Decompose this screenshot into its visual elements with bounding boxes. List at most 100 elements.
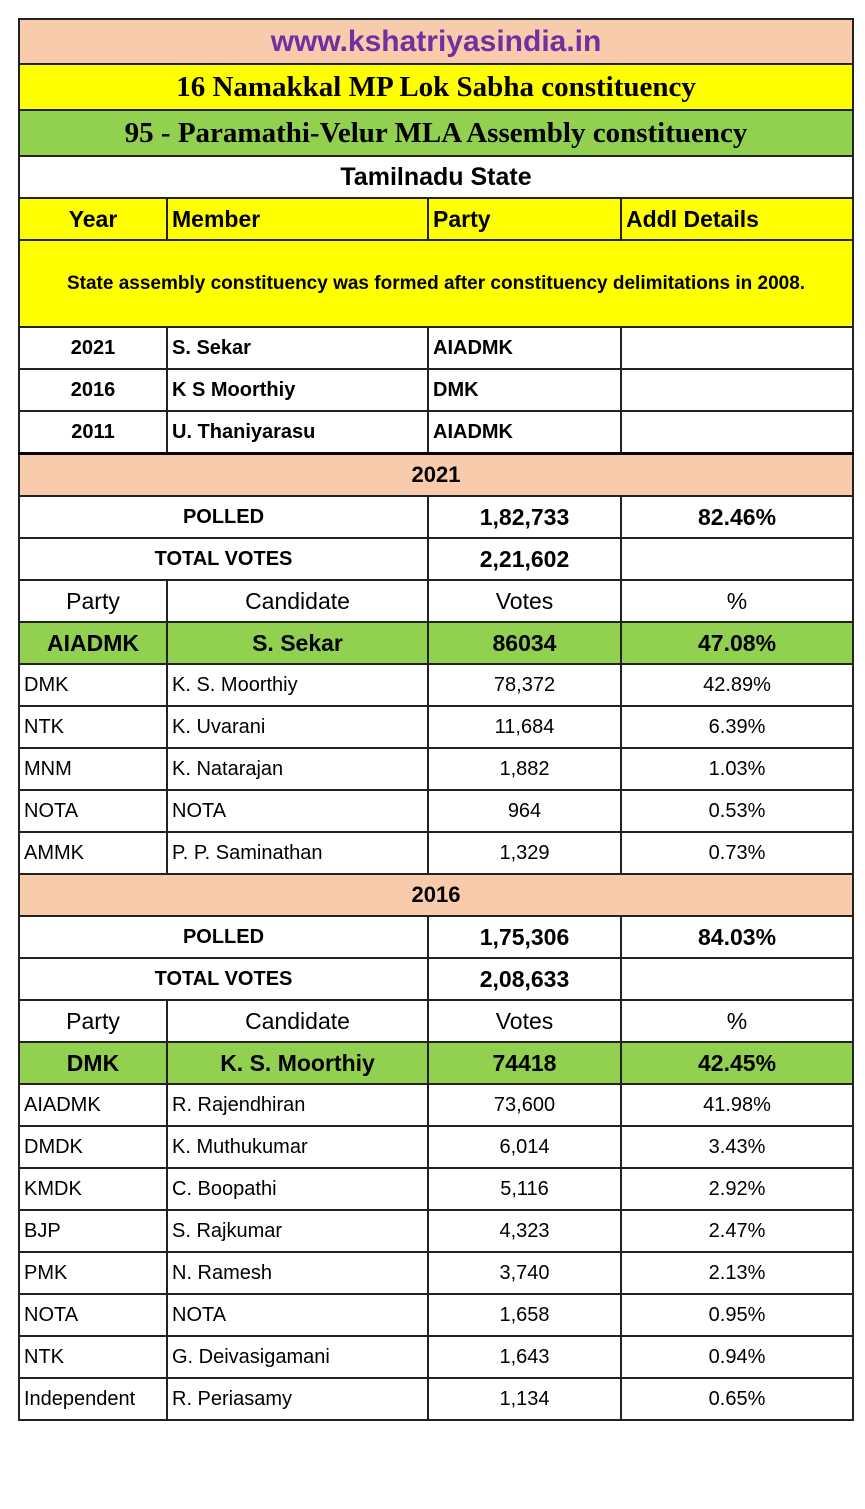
winner-candidate: S. Sekar <box>166 621 429 665</box>
candidate-percent: 0.73% <box>619 831 855 875</box>
polled-votes: 1,82,733 <box>427 495 622 539</box>
total-votes-row: TOTAL VOTES 2,08,633 <box>18 957 855 1001</box>
results-header-party: Party <box>18 579 168 623</box>
candidate-votes: 6,014 <box>427 1125 622 1169</box>
candidate-name: K. Muthukumar <box>166 1125 429 1169</box>
total-votes-label: TOTAL VOTES <box>18 537 429 581</box>
result-row: AMMK P. P. Saminathan 1,329 0.73% <box>18 831 855 875</box>
header-party: Party <box>427 197 622 241</box>
candidate-votes: 1,643 <box>427 1335 622 1379</box>
candidate-party: NOTA <box>18 1293 168 1337</box>
member-year: 2021 <box>18 326 168 370</box>
results-header-row: Party Candidate Votes% <box>18 999 855 1043</box>
results-header-percent: % <box>619 579 855 623</box>
member-year: 2011 <box>18 410 168 455</box>
candidate-votes: 1,329 <box>427 831 622 875</box>
member-party: AIADMK <box>427 326 622 370</box>
results-header-candidate: Candidate <box>166 579 429 623</box>
polled-percent: 82.46% <box>619 495 855 539</box>
candidate-votes: 4,323 <box>427 1209 622 1253</box>
results-header-percent: % <box>619 999 855 1043</box>
candidate-percent: 2.92% <box>619 1167 855 1211</box>
result-row: KMDK C. Boopathi 5,116 2.92% <box>18 1167 855 1211</box>
candidate-party: DMK <box>18 663 168 707</box>
results-header-candidate: Candidate <box>166 999 429 1043</box>
results-header-party: Party <box>18 999 168 1043</box>
winner-pct: 42.45% <box>619 1041 855 1085</box>
candidate-party: NOTA <box>18 789 168 833</box>
candidate-party: PMK <box>18 1251 168 1295</box>
candidate-name: C. Boopathi <box>166 1167 429 1211</box>
winner-party: AIADMK <box>18 621 168 665</box>
candidate-name: G. Deivasigamani <box>166 1335 429 1379</box>
winner-row: AIADMK S. Sekar 86034 47.08% <box>18 621 855 665</box>
candidate-name: K. S. Moorthiy <box>166 663 429 707</box>
winner-candidate: K. S. Moorthiy <box>166 1041 429 1085</box>
candidate-votes: 964 <box>427 789 622 833</box>
result-row: Independent R. Periasamy 1,134 0.65% <box>18 1377 855 1421</box>
candidate-percent: 0.95% <box>619 1293 855 1337</box>
candidate-name: K. Uvarani <box>166 705 429 749</box>
result-row: NTK G. Deivasigamani 1,643 0.94% <box>18 1335 855 1379</box>
candidate-percent: 3.43% <box>619 1125 855 1169</box>
candidate-votes: 1,658 <box>427 1293 622 1337</box>
candidate-party: KMDK <box>18 1167 168 1211</box>
polled-row: POLLED 1,75,306 84.03% <box>18 915 855 959</box>
polled-percent: 84.03% <box>619 915 855 959</box>
result-row: PMK N. Ramesh 3,740 2.13% <box>18 1251 855 1295</box>
candidate-party: AIADMK <box>18 1083 168 1127</box>
candidate-party: Independent <box>18 1377 168 1421</box>
polled-row: POLLED 1,82,733 82.46% <box>18 495 855 539</box>
election-year: 2016 <box>17 873 855 917</box>
candidate-votes: 78,372 <box>427 663 622 707</box>
candidate-party: NTK <box>18 1335 168 1379</box>
candidate-percent: 6.39% <box>619 705 855 749</box>
total-votes-blank <box>619 957 855 1001</box>
constituency-table: www.kshatriyasindia.in 16 Namakkal MP Lo… <box>17 18 855 1421</box>
results-header-votes: Votes <box>427 999 622 1043</box>
candidate-votes: 3,740 <box>427 1251 622 1295</box>
member-details <box>619 326 855 370</box>
candidate-percent: 0.53% <box>619 789 855 833</box>
candidate-name: R. Rajendhiran <box>166 1083 429 1127</box>
candidate-party: MNM <box>18 747 168 791</box>
candidate-percent: 42.89% <box>619 663 855 707</box>
result-row: NOTA NOTA 1,658 0.95% <box>18 1293 855 1337</box>
candidate-percent: 41.98% <box>619 1083 855 1127</box>
winner-pct: 47.08% <box>619 621 855 665</box>
header-member: Member <box>166 197 429 241</box>
candidate-votes: 1,134 <box>427 1377 622 1421</box>
site-url: www.kshatriyasindia.in <box>17 18 855 65</box>
member-party: DMK <box>427 368 622 412</box>
candidate-votes: 1,882 <box>427 747 622 791</box>
polled-label: POLLED <box>18 495 429 539</box>
candidate-percent: 0.65% <box>619 1377 855 1421</box>
winner-votes: 74418 <box>427 1041 622 1085</box>
result-row: MNM K. Natarajan 1,882 1.03% <box>18 747 855 791</box>
candidate-party: NTK <box>18 705 168 749</box>
total-votes-label: TOTAL VOTES <box>18 957 429 1001</box>
candidate-name: NOTA <box>166 789 429 833</box>
member-row: 2011 U. Thaniyarasu AIADMK <box>18 410 855 455</box>
winner-party: DMK <box>18 1041 168 1085</box>
candidate-party: BJP <box>18 1209 168 1253</box>
polled-votes: 1,75,306 <box>427 915 622 959</box>
candidate-votes: 11,684 <box>427 705 622 749</box>
candidate-name: K. Natarajan <box>166 747 429 791</box>
winner-votes: 86034 <box>427 621 622 665</box>
member-name: S. Sekar <box>166 326 429 370</box>
state-title: Tamilnadu State <box>17 155 855 199</box>
members-header-row: Year Member Party Addl Details <box>18 197 855 241</box>
results-header-row: Party Candidate Votes% <box>18 579 855 623</box>
total-votes-row: TOTAL VOTES 2,21,602 <box>18 537 855 581</box>
member-row: 2021 S. Sekar AIADMK <box>18 326 855 370</box>
result-row: DMK K. S. Moorthiy 78,372 42.89% <box>18 663 855 707</box>
results-header-votes: Votes <box>427 579 622 623</box>
result-row: DMDK K. Muthukumar 6,014 3.43% <box>18 1125 855 1169</box>
member-details <box>619 368 855 412</box>
header-year: Year <box>18 197 168 241</box>
election-year-row: 2021 <box>17 452 855 497</box>
member-party: AIADMK <box>427 410 622 455</box>
member-name: K S Moorthiy <box>166 368 429 412</box>
election-year-row: 2016 <box>17 873 855 917</box>
